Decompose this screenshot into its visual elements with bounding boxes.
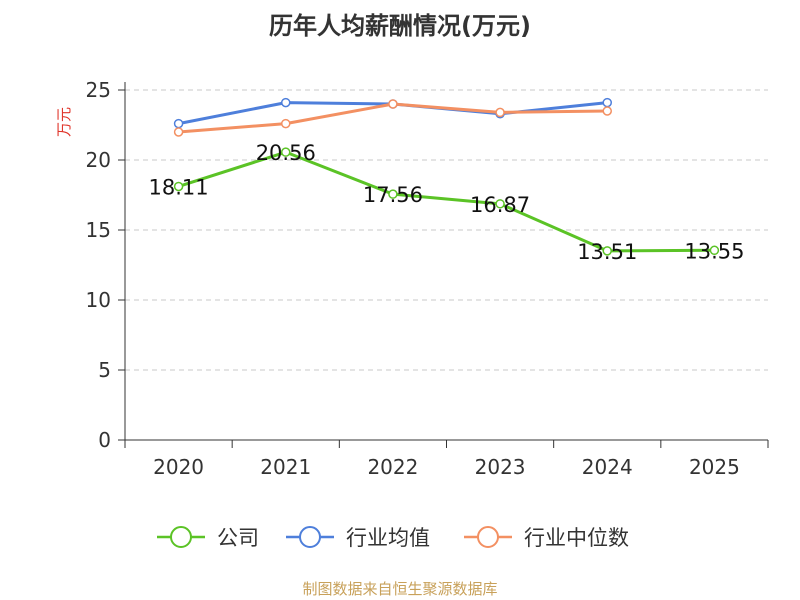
series-0-point-2022 — [388, 189, 398, 199]
chart-title: 历年人均薪酬情况(万元) — [269, 12, 531, 40]
x-tick-label-2023: 2023 — [475, 455, 526, 479]
legend-label-2: 行业中位数 — [524, 526, 629, 550]
series-1-point-2021 — [281, 97, 291, 108]
series-0-point-2024 — [602, 246, 612, 256]
legend-marker-2 — [477, 526, 499, 548]
data-label-2024: 13.51 — [577, 240, 637, 264]
y-tick-label-10: 10 — [86, 288, 111, 312]
legend-label-0: 公司 — [217, 526, 259, 550]
x-tick-label-2024: 2024 — [582, 455, 633, 479]
series-2-point-2020 — [173, 127, 184, 137]
series-2-point-2023 — [495, 107, 505, 118]
y-axis-label: 万元 — [55, 107, 73, 137]
source-note: 制图数据来自恒生聚源数据库 — [302, 580, 497, 598]
data-label-2022: 17.56 — [363, 183, 423, 207]
y-tick-label-20: 20 — [86, 148, 111, 172]
series-2-point-2022 — [388, 99, 398, 109]
legend-marker-0 — [170, 526, 192, 548]
series-0-point-2020 — [173, 181, 184, 192]
series-2-point-2024 — [602, 106, 612, 116]
y-tick-label-5: 5 — [98, 358, 111, 382]
series-2-point-2021 — [281, 118, 291, 129]
data-label-2025: 13.55 — [684, 239, 744, 263]
data-label-2021: 20.56 — [256, 141, 316, 165]
y-tick-label-15: 15 — [86, 218, 111, 242]
x-tick-label-2021: 2021 — [260, 455, 311, 479]
series-1-point-2020 — [173, 118, 184, 129]
y-tick-label-25: 25 — [86, 78, 111, 102]
x-tick-label-2022: 2022 — [367, 455, 418, 479]
series-0-point-2025 — [709, 245, 720, 256]
data-label-2020: 18.11 — [149, 175, 209, 199]
grid-lines — [125, 89, 768, 371]
data-label-2023: 16.87 — [470, 193, 530, 217]
series-1-point-2024 — [602, 97, 612, 108]
x-tick-label-2025: 2025 — [689, 455, 740, 479]
legend-marker-1 — [299, 526, 321, 548]
legend: 公司 行业均值 行业中位数 — [157, 526, 629, 550]
series-group — [173, 97, 720, 256]
series-0-point-2021 — [281, 147, 291, 157]
y-tick-label-0: 0 — [98, 428, 111, 452]
legend-label-1: 行业均值 — [346, 526, 430, 550]
x-tick-label-2020: 2020 — [153, 455, 204, 479]
series-line-0 — [177, 150, 716, 253]
data-labels: 18.11 20.56 17.56 16.87 13.51 13.55 — [149, 141, 745, 264]
series-0-point-2023 — [495, 199, 505, 209]
